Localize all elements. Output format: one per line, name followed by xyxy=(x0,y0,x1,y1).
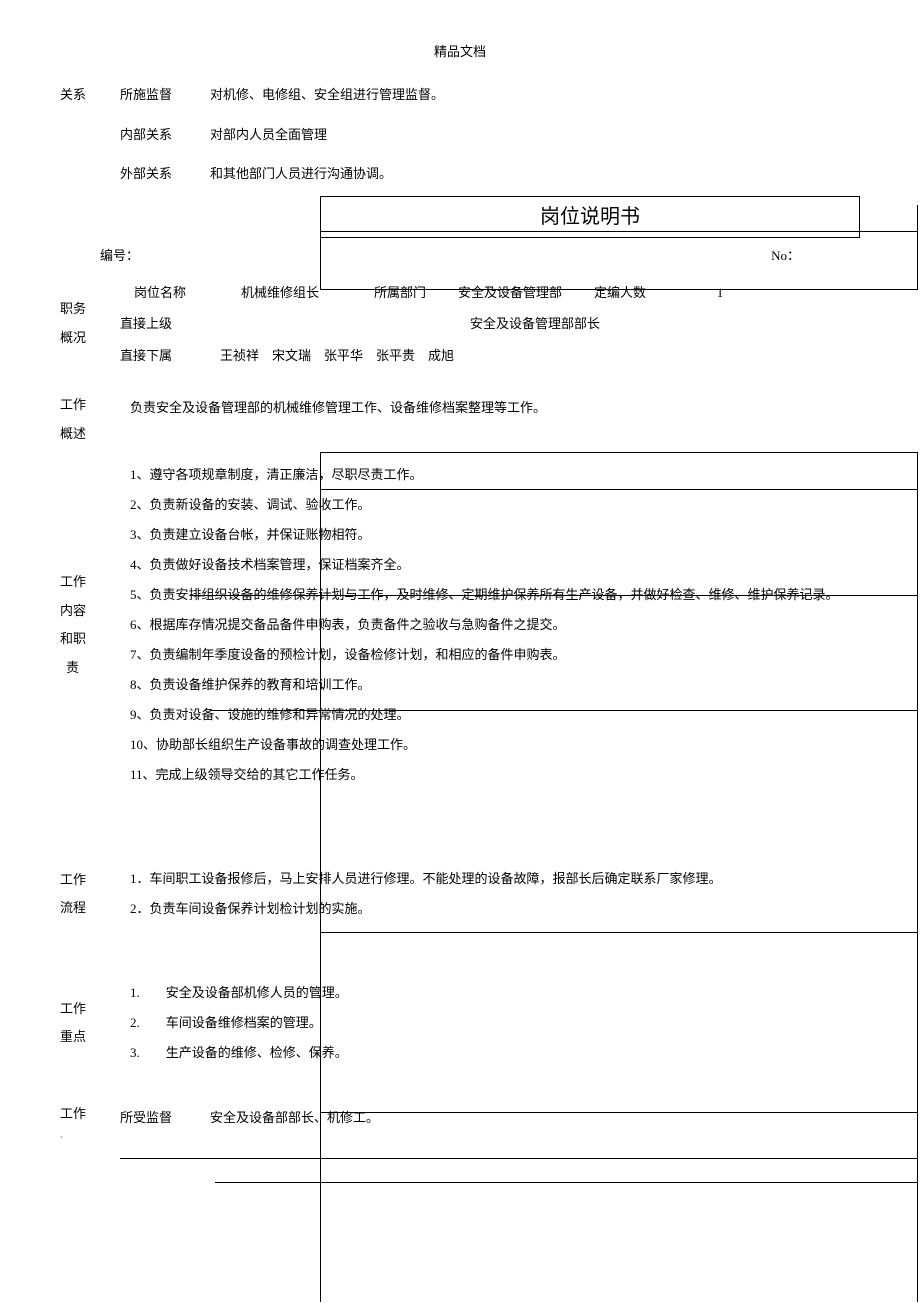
duties-label-2: 内容 xyxy=(60,597,86,626)
process-label-1: 工作 xyxy=(60,866,86,895)
overview-label-2: 概述 xyxy=(60,420,86,449)
focus-label-2: 重点 xyxy=(60,1023,86,1052)
rule-line xyxy=(120,1158,918,1159)
box-decoration xyxy=(320,205,918,290)
process-label-2: 流程 xyxy=(60,894,86,923)
position-name-label: 岗位名称 xyxy=(110,281,210,304)
focus-label-1: 工作 xyxy=(60,995,86,1024)
superior-value: 安全及设备管理部部长 xyxy=(210,312,860,335)
subordinate-label: 直接下属 xyxy=(110,344,210,367)
workrel-label-2: · xyxy=(60,1129,63,1147)
subordinate-value: 王祯祥 宋文瑞 张平华 张平贵 成旭 xyxy=(210,344,860,367)
overview-label-1: 工作 xyxy=(60,391,86,420)
duties-label-1: 工作 xyxy=(60,568,86,597)
superior-label: 直接上级 xyxy=(110,312,210,335)
relations-label: 关系 xyxy=(60,83,110,106)
position-section-label-1: 职务 xyxy=(60,295,110,324)
supervised-label: 所施监督 xyxy=(110,83,190,106)
serial-label: 编号： xyxy=(100,244,139,267)
external-label: 外部关系 xyxy=(110,162,190,185)
duties-label-3: 和职 xyxy=(60,625,86,654)
received-supervision-label: 所受监督 xyxy=(110,1100,190,1146)
duties-label-4: 责 xyxy=(60,654,79,683)
position-section-label-2: 概况 xyxy=(60,324,110,353)
box-decoration-bottom xyxy=(320,1112,918,1142)
rule-line xyxy=(210,710,918,711)
supervised-value: 对机修、电修组、安全组进行管理监督。 xyxy=(190,83,860,106)
workrel-label-1: 工作 xyxy=(60,1100,86,1129)
external-value: 和其他部门人员进行沟通协调。 xyxy=(190,162,860,185)
internal-value: 对部内人员全面管理 xyxy=(190,123,860,146)
internal-label: 内部关系 xyxy=(110,123,190,146)
page-header: 精品文档 xyxy=(60,40,860,63)
box-decoration-2 xyxy=(320,452,918,932)
overview-value: 负责安全及设备管理部的机械维修管理工作、设备维修档案整理等工作。 xyxy=(130,395,860,421)
rule-line xyxy=(190,595,918,596)
rule-line xyxy=(215,1182,918,1183)
